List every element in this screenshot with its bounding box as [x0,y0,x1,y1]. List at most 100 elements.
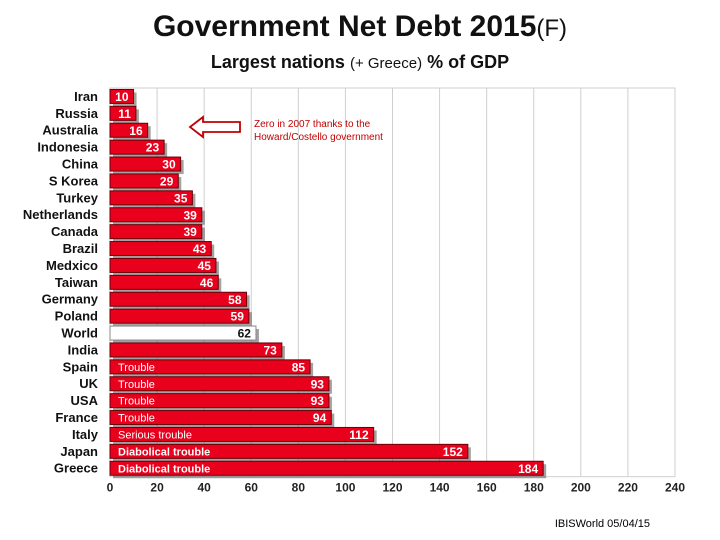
bar-value-label: 30 [162,158,176,172]
bar-china [109,156,182,172]
bar-world [109,325,257,341]
bar-iran [109,88,135,104]
bar-france [109,410,332,426]
bar-australia [109,122,149,138]
chart-subtitle-unit: % of GDP [427,52,510,72]
bar-note: Trouble [118,413,155,425]
bar-canada [109,224,203,240]
bar-value-label: 94 [313,411,327,425]
bar-value-label: 10 [115,90,129,104]
category-label: USA [71,393,99,408]
chart-subtitle: Largest nations (+ Greece) % of GDP [0,52,720,73]
x-tick-label: 100 [335,481,355,495]
category-label: Indonesia [37,140,98,155]
category-label: Turkey [56,190,98,205]
bar-value-label: 45 [198,259,212,273]
bar-note: Diabolical trouble [118,446,210,458]
category-label: Poland [55,309,98,324]
bar-uk [109,376,330,392]
x-tick-label: 180 [524,481,544,495]
category-label: Taiwan [55,275,98,290]
category-label: S Korea [49,173,99,188]
bar-value-label: 93 [311,377,325,391]
bar-s-korea [109,173,179,189]
bar-value-label: 23 [146,141,160,155]
annotation-line-1: Zero in 2007 thanks to the [254,119,371,130]
chart-subtitle-paren: (+ Greece) [349,55,423,72]
bar-spain [109,359,311,375]
bar-greece [109,460,544,476]
bar-value-label: 85 [292,360,306,374]
x-tick-label: 80 [292,481,306,495]
bar-medxico [109,257,217,273]
category-label: Germany [42,292,99,307]
bar-germany [109,291,248,307]
category-label: Medxico [46,258,98,273]
bar-value-label: 112 [349,428,369,442]
category-label: Canada [51,224,99,239]
category-label: China [62,157,99,172]
bar-note: Trouble [118,379,155,391]
bar-japan [109,443,469,459]
category-label: Japan [60,444,98,459]
x-tick-label: 0 [107,481,114,495]
bar-value-label: 39 [183,225,197,239]
chart-title: Government Net Debt 2015(F) [0,10,720,44]
chart-subtitle-main: Largest nations [210,52,345,72]
source-footer: IBISWorld 05/04/15 [554,518,650,530]
bar-netherlands [109,207,203,223]
bar-indonesia [109,139,165,155]
bar-usa [109,393,330,409]
bar-value-label: 93 [311,394,325,408]
bar-note: Trouble [118,362,155,374]
bar-india [109,342,283,358]
category-label: India [68,342,99,357]
bar-value-label: 39 [183,208,197,222]
x-tick-label: 120 [382,481,402,495]
x-tick-label: 20 [150,481,164,495]
bar-value-label: 29 [160,174,174,188]
category-label: Iran [74,89,98,104]
bar-note: Serious trouble [118,429,192,441]
category-label: Italy [72,427,99,442]
x-tick-label: 240 [665,481,685,495]
bar-value-label: 16 [129,124,143,138]
x-tick-label: 140 [430,481,450,495]
bar-value-label: 62 [238,327,252,341]
bar-value-label: 46 [200,276,214,290]
bar-poland [109,308,250,324]
category-label: Brazil [63,241,98,256]
x-tick-label: 220 [618,481,638,495]
x-tick-label: 200 [571,481,591,495]
chart-title-main: Government Net Debt 2015 [152,10,537,43]
annotation: Zero in 2007 thanks to the Howard/Costel… [188,115,383,143]
x-tick-label: 60 [245,481,259,495]
left-arrow-icon [188,115,241,139]
category-label: Australia [42,123,98,138]
x-tick-labels: 0 20 40 60 80 100 120 140 160 180 200 220 240 [107,481,686,495]
x-tick-label: 160 [477,481,497,495]
category-label: UK [79,376,98,391]
category-label: Netherlands [23,207,98,222]
category-label: France [55,410,98,425]
bar-value-label: 73 [263,343,277,357]
bar-value-label: 11 [118,107,131,121]
category-label: Russia [55,106,98,121]
bar-value-label: 59 [231,310,245,324]
annotation-line-2: Howard/Costello government [254,132,383,143]
category-label: World [61,326,98,341]
bar-turkey [109,190,193,206]
chart-title-suffix: (F) [536,15,568,42]
bar-note: Diabolical trouble [118,463,210,475]
bar-taiwan [109,274,219,290]
bar-note: Trouble [118,396,155,408]
bar-brazil [109,241,212,257]
x-tick-label: 40 [197,481,211,495]
bar-italy [109,426,375,442]
bar-value-label: 58 [228,293,242,307]
bar-value-label: 43 [193,242,207,256]
bar-value-label: 35 [174,191,188,205]
